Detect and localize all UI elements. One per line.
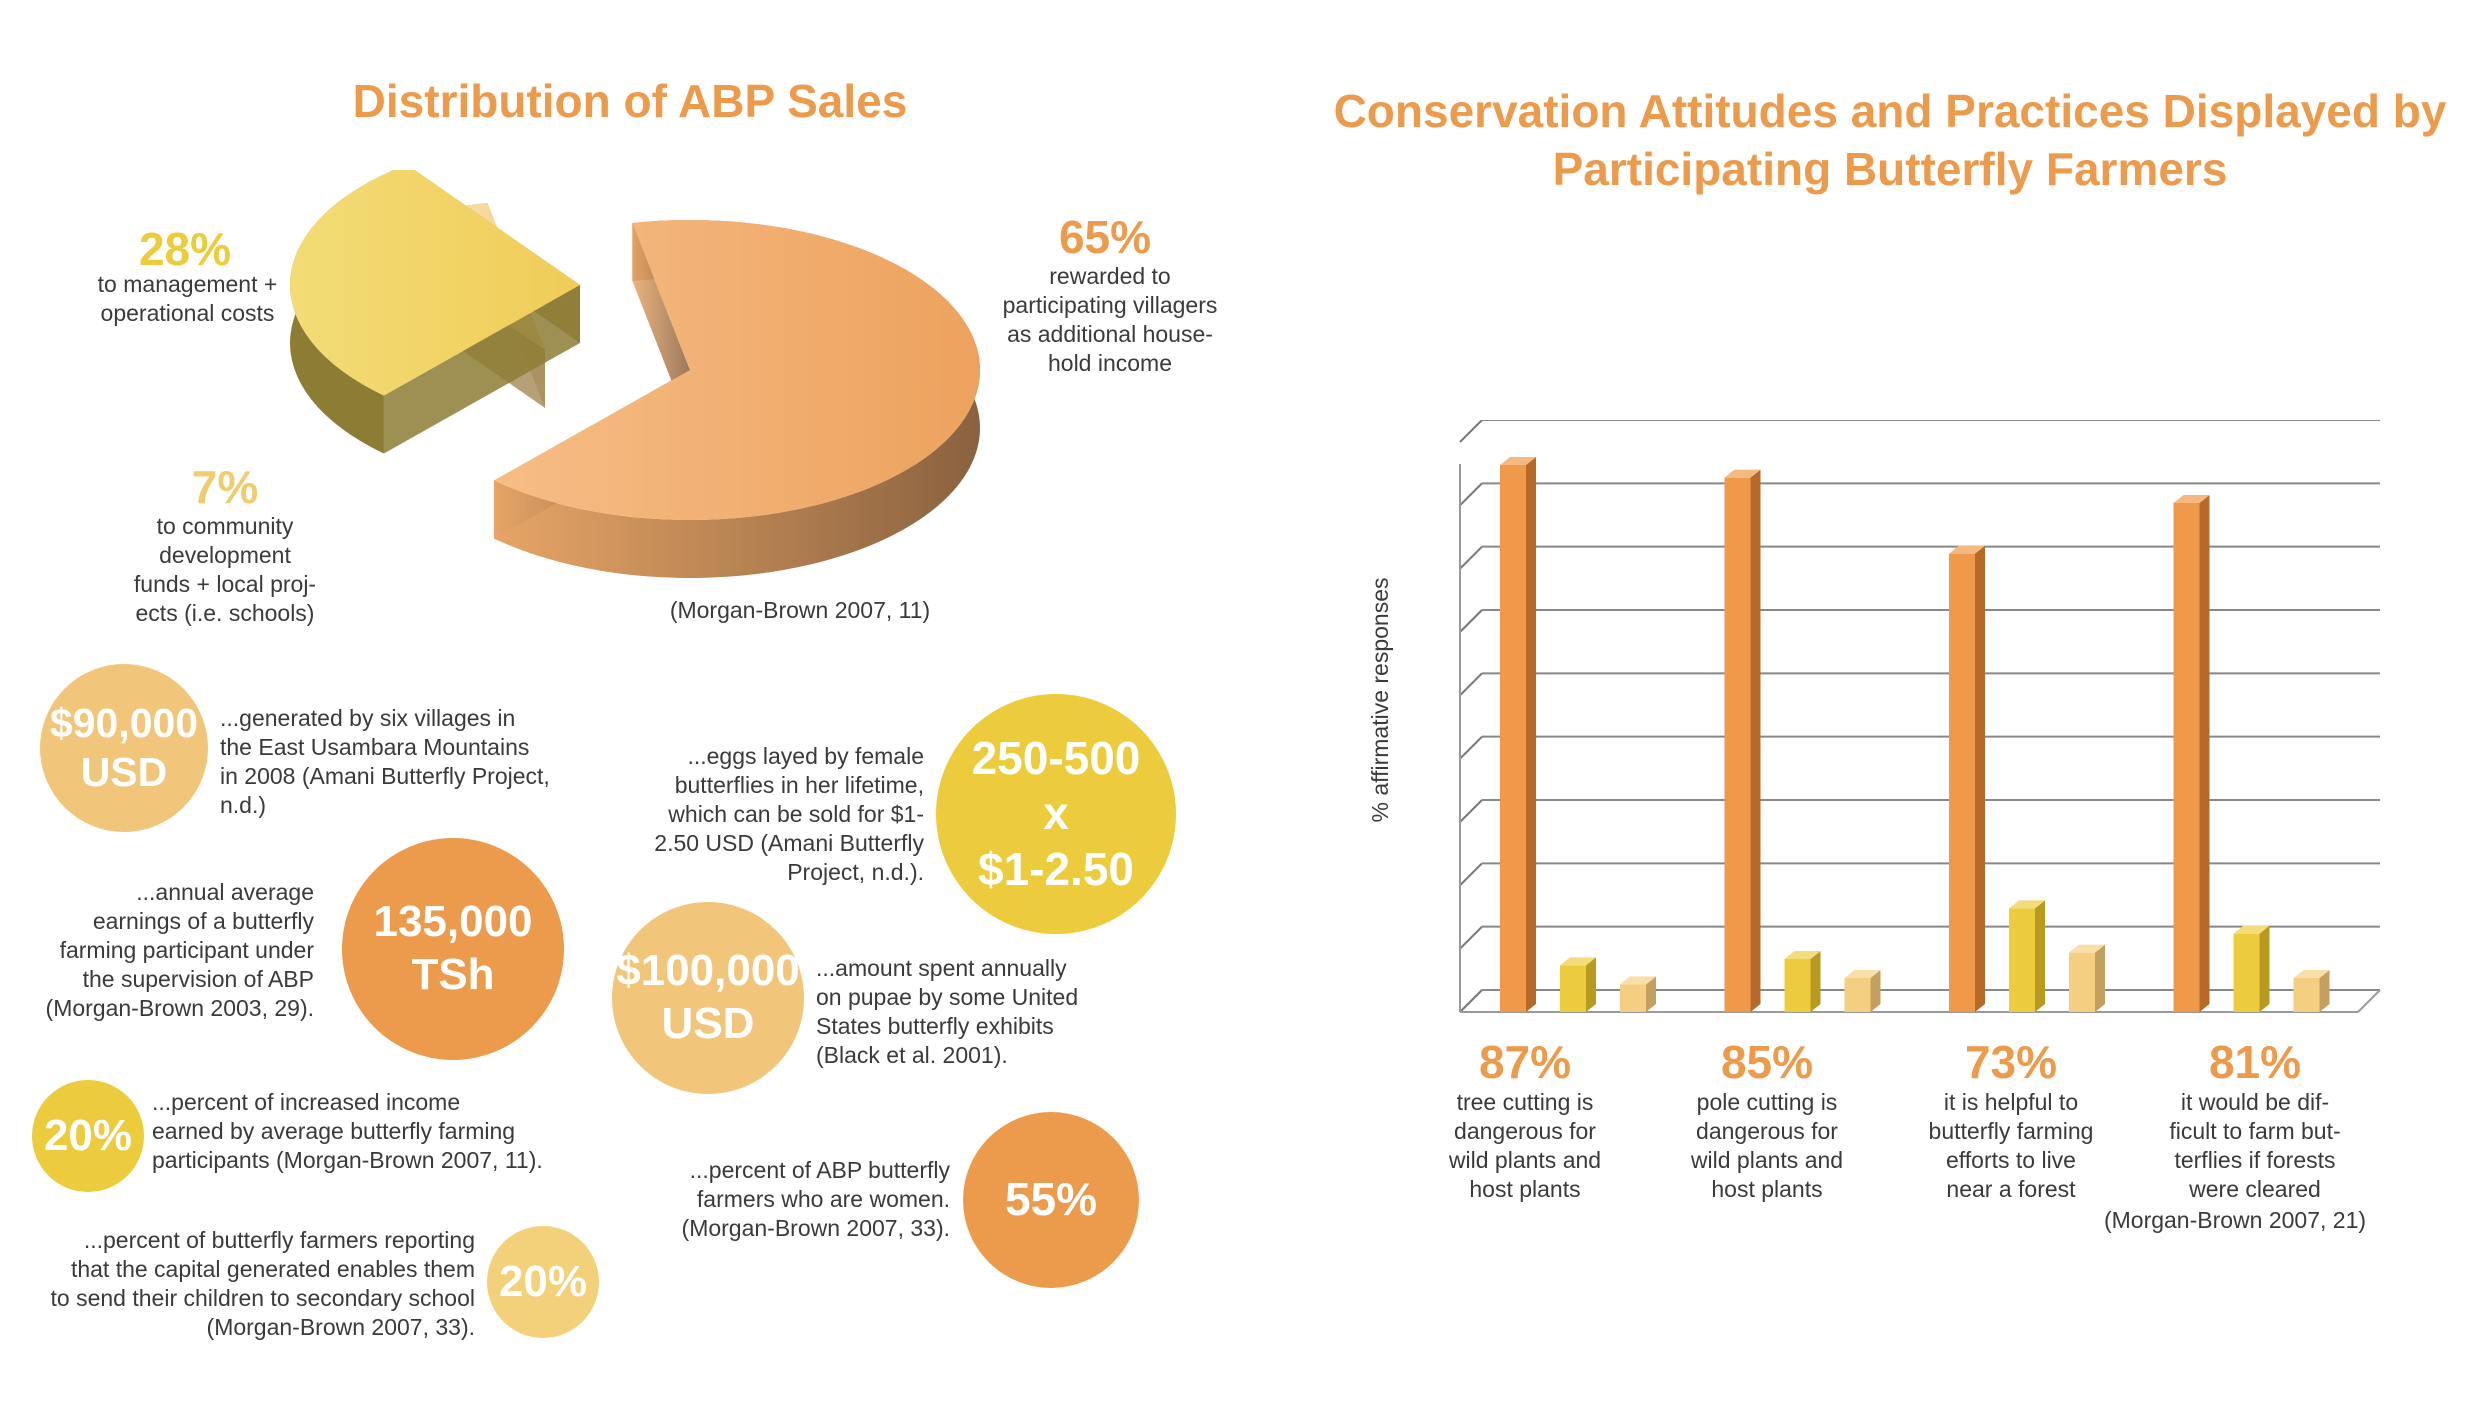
fact-circle-250-500-eggs: 250-500 x $1-2.50 [936,694,1176,934]
pie-slice-65 [493,220,981,578]
bar-label-percent: 73% [1964,1036,2058,1088]
fact-text-20-school: ...percent of butterfly farmers reportin… [50,1227,475,1340]
bars [1500,457,2330,1013]
grid-lines [1459,420,2380,1013]
bar-0-2 [1620,976,1656,1012]
bar-3-1 [2233,925,2270,1012]
fact-text-135000-tsh: ...annual average earnings of a butterfl… [45,879,314,1021]
fact-text-250-500-eggs: ...eggs layed by female butterflies in h… [654,743,924,885]
bar-2-1 [2009,900,2045,1012]
fact-circle-90000-usd: $90,000 USD [40,664,208,832]
fact-text-20-income: ...percent of increased income earned by… [152,1089,543,1173]
bar-label-percent: 87% [1478,1036,1572,1088]
pie-label-28-text: to management + operational costs [97,271,278,326]
bar-chart-title: Conservation Attitudes and Practices Dis… [1333,85,2447,195]
fact-circle-135000-tsh: 135,000 TSh [342,838,564,1060]
pie-label-65-percent: 65% [1058,211,1152,263]
fact-text-55-women: ...percent of ABP butterfly farmers who … [681,1157,950,1241]
bar-1-2 [1844,970,1881,1012]
pie-citation: (Morgan-Brown 2007, 11) [669,597,931,623]
bar-label-text: tree cutting is dangerous for wild plant… [1448,1089,1602,1202]
y-axis-label: % affirmative responses [1367,577,1393,822]
pie-label-7-text: to community development funds + local p… [133,513,317,626]
bar-0-0 [1500,457,1536,1012]
bar-label-1: 85% pole cutting is dangerous for wild p… [1652,1036,1882,1204]
bar-label-2: 73% it is helpful to butterfly farming e… [1896,1036,2126,1204]
bar-1-1 [1784,951,1821,1012]
fact-text-90000-usd: ...generated by six villages in the East… [220,705,550,818]
fact-circle-20-school: 20% [487,1226,599,1338]
bar-2-0 [1949,545,1985,1012]
bar-label-3: 81% it would be dif- ficult to farm but-… [2140,1036,2370,1204]
bar-label-percent: 81% [2208,1036,2302,1088]
bar-3-0 [2173,495,2210,1012]
bar-label-text: it would be dif- ficult to farm but- ter… [2169,1089,2341,1202]
pie-slice-28 [290,170,580,454]
bar-label-text: it is helpful to butterfly farming effor… [1928,1089,2094,1202]
pie-chart [290,170,981,578]
bar-citation: (Morgan-Brown 2007, 21) [2103,1207,2367,1233]
bar-3-2 [2293,970,2330,1012]
bar-0-1 [1560,957,1596,1012]
pie-label-7-percent: 7% [191,461,259,513]
pie-chart-title: Distribution of ABP Sales [352,75,908,127]
pie-label-28-percent: 28% [138,223,232,275]
pie-label-65-text: rewarded to participating villagers as a… [1002,263,1218,376]
bar-label-text: pole cutting is dangerous for wild plant… [1690,1089,1844,1202]
fact-text-100000-usd: ...amount spent annually on pupae by som… [816,955,1079,1068]
bar-2-2 [2069,944,2105,1012]
bar-label-0: 87% tree cutting is dangerous for wild p… [1410,1036,1640,1204]
fact-circle-55-women: 55% [963,1112,1139,1288]
bar-chart: % affirmative responses [1367,420,2381,1013]
bar-1-0 [1724,469,1761,1013]
bar-label-percent: 85% [1720,1036,1814,1088]
fact-circle-20-income: 20% [32,1080,144,1192]
fact-circle-100000-usd: $100,000 USD [612,902,804,1094]
